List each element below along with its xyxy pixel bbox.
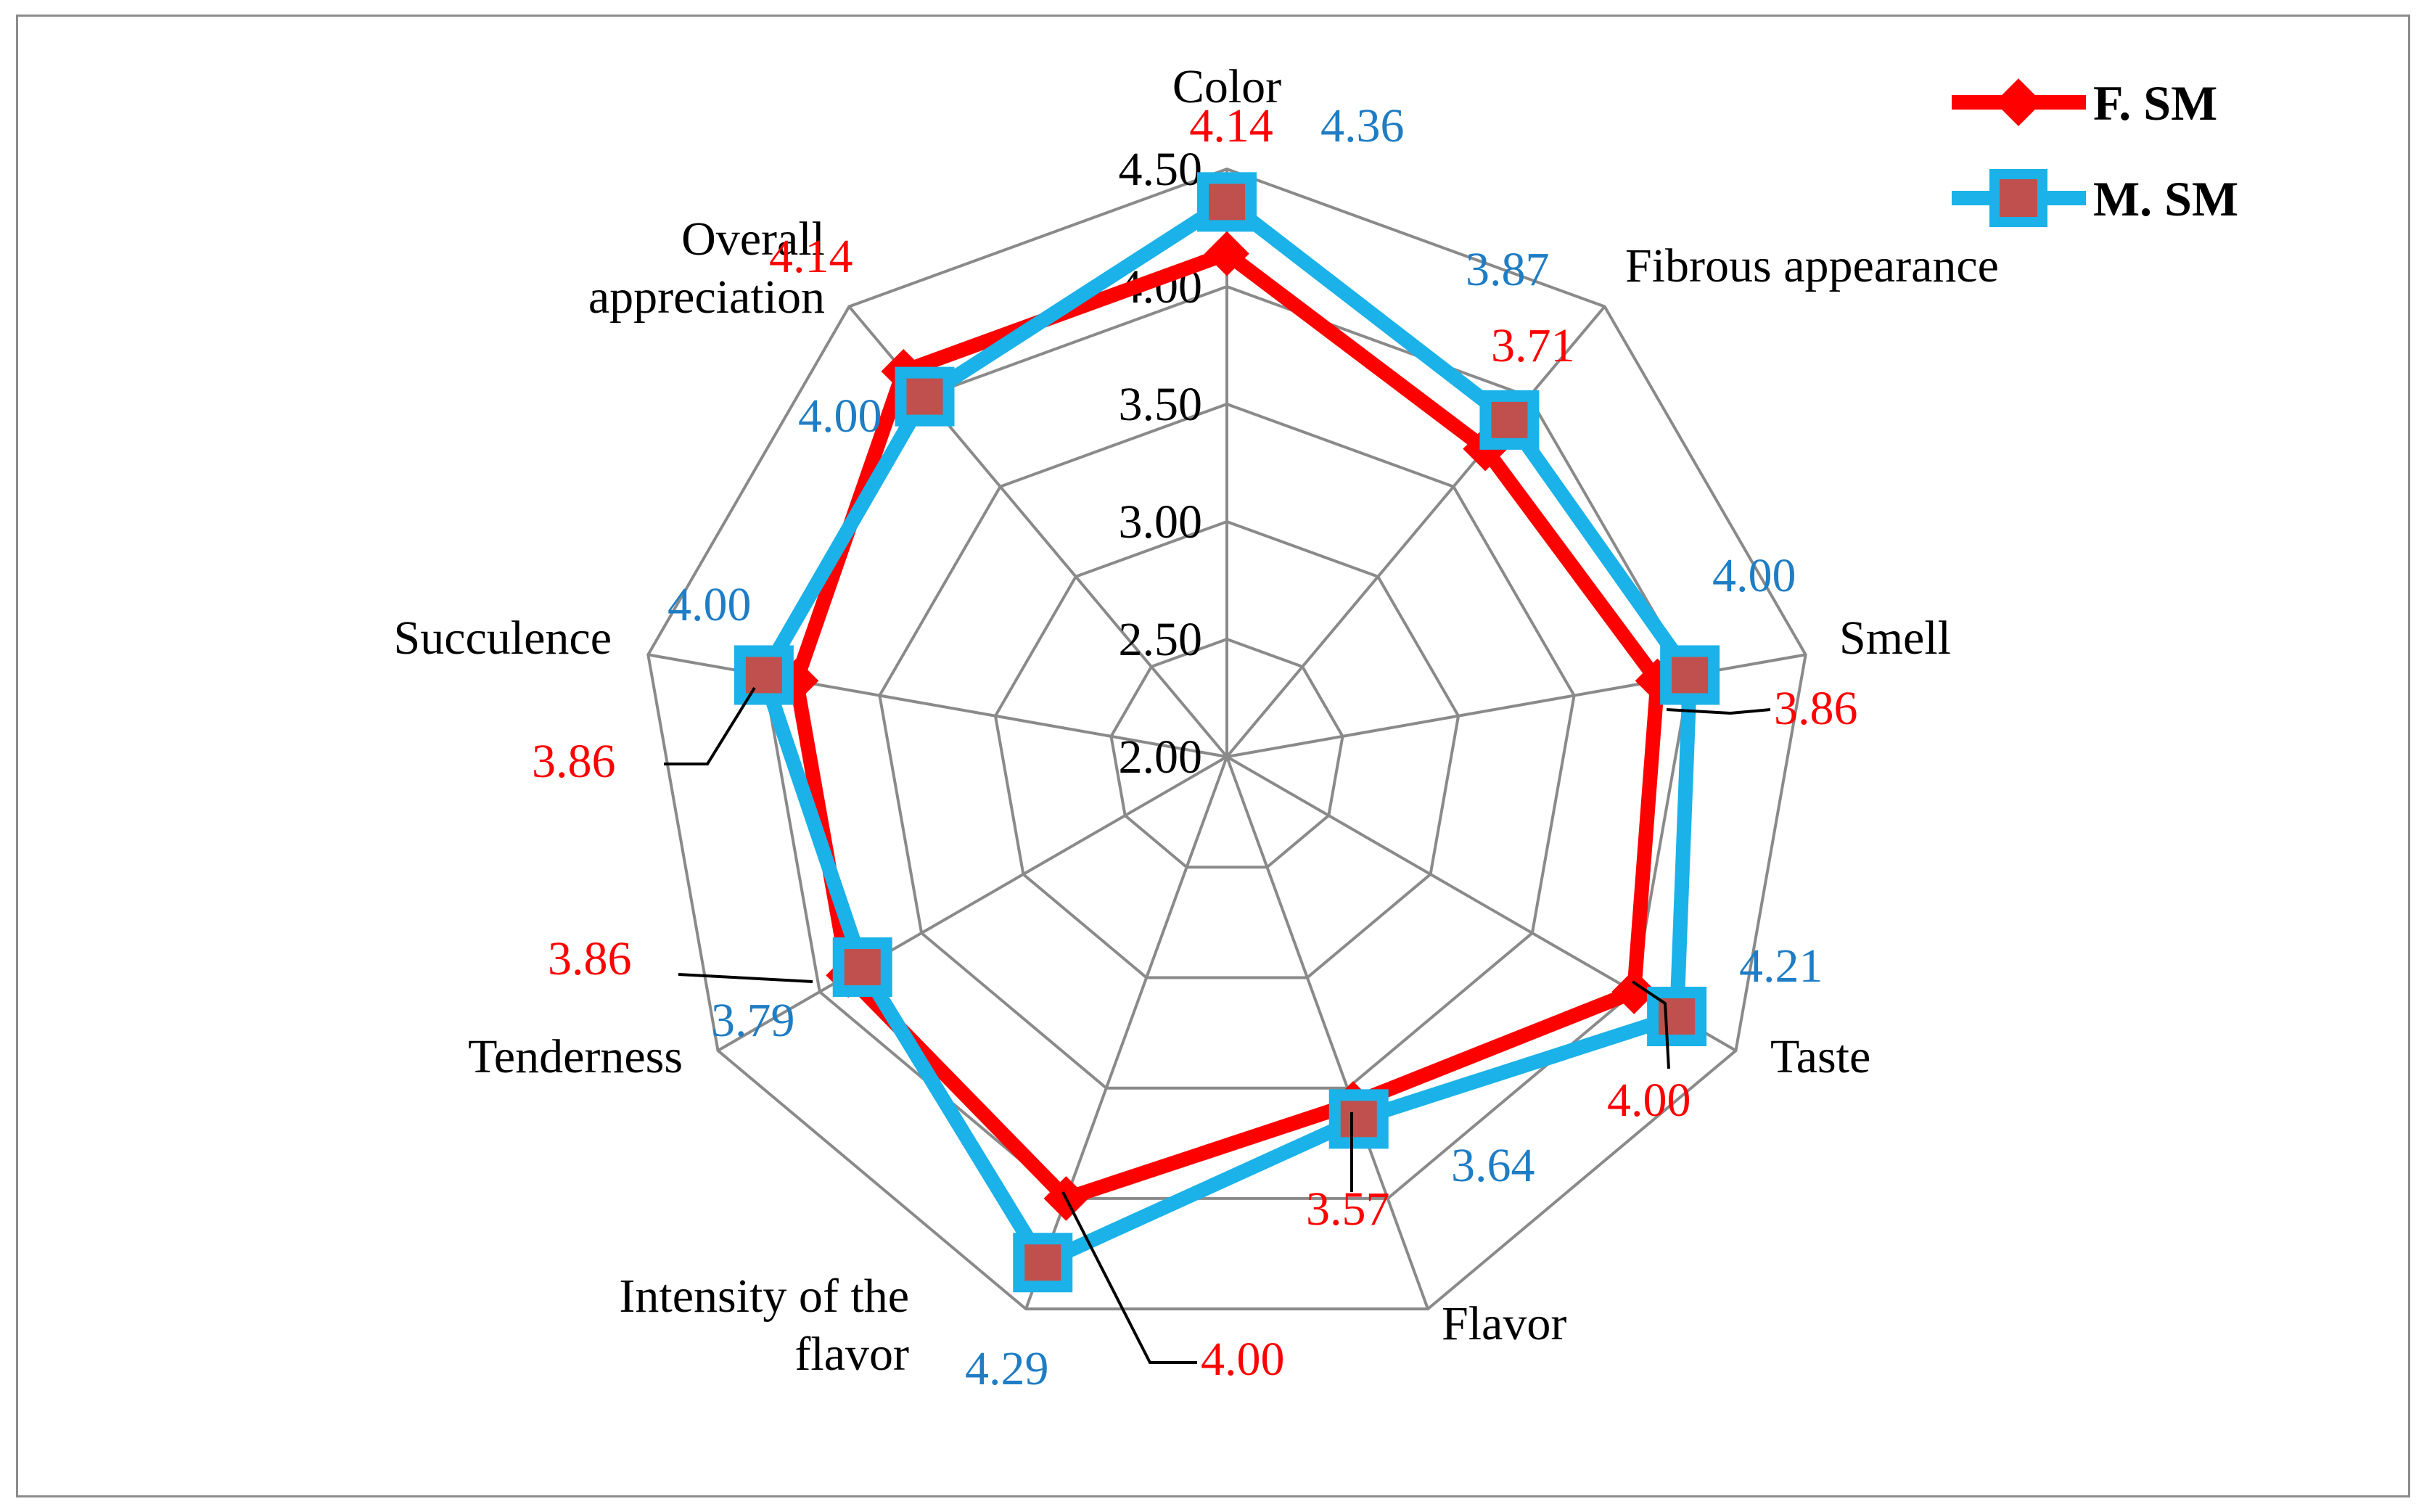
- leader-line: [1631, 980, 1670, 1069]
- series-line-m-sm: [755, 193, 1698, 1272]
- leader-line: [678, 973, 813, 983]
- data-label-f-sm: 3.71: [1491, 319, 1575, 372]
- legend-label-m-sm: M. SM: [2093, 171, 2238, 226]
- grid-ring-2: [993, 519, 1461, 979]
- point-m-sm: [1479, 390, 1540, 450]
- data-label-m-sm: 4.36: [1320, 99, 1405, 152]
- legend-marker-f-sm: [1995, 78, 2042, 126]
- data-label-f-sm: 4.14: [1189, 99, 1273, 152]
- tick-label: 2.50: [1119, 613, 1203, 666]
- point-m-sm: [734, 645, 794, 705]
- data-label-f-sm: 3.86: [1774, 682, 1858, 735]
- data-label-m-sm: 4.00: [667, 578, 752, 631]
- data-label-f-sm: 4.00: [1607, 1074, 1691, 1127]
- category-label-line: Tenderness: [468, 1030, 683, 1083]
- value-labels-f-sm: 4.14 3.71 3.86 4.00 3.57 4.00 3.86 3.86 4.14: [532, 99, 1858, 1386]
- category-label-line: Smell: [1839, 612, 1951, 665]
- category-label-intensity-of-the-flavor: Intensity of the flavor: [619, 1270, 909, 1381]
- category-label-tenderness: Tenderness: [468, 1030, 683, 1083]
- data-label-f-sm: 3.86: [548, 932, 632, 985]
- category-label-line: flavor: [794, 1328, 909, 1381]
- grid-ring-3: [878, 402, 1576, 1090]
- radar-chart: 2.00 2.50 3.00 3.50 4.00 4.50 Color Fibrous app…: [393, 60, 2238, 1395]
- grid-spoke-1: [1225, 305, 1606, 758]
- value-labels-m-sm: 4.36 3.87 4.00 4.21 3.64 4.29 3.79 4.00 4.00: [667, 99, 1823, 1395]
- legend: F. SM M. SM: [1952, 75, 2238, 227]
- data-label-f-sm: 3.86: [532, 735, 616, 788]
- tick-label: 3.00: [1119, 496, 1203, 548]
- point-m-sm: [1328, 1089, 1389, 1149]
- category-label-line: Taste: [1770, 1030, 1870, 1083]
- grid-spoke-5: [1024, 756, 1228, 1310]
- chart-frame: 2.00 2.50 3.00 3.50 4.00 4.50 Color Fibrous app…: [16, 15, 2410, 1497]
- point-f-sm: [1204, 231, 1249, 276]
- data-label-m-sm: 4.21: [1739, 940, 1823, 993]
- point-m-sm: [895, 366, 955, 427]
- data-label-f-sm: 3.57: [1306, 1183, 1390, 1236]
- grid-ring-5: [646, 167, 1807, 1311]
- category-label-taste: Taste: [1770, 1030, 1870, 1083]
- grid-spoke-6: [717, 755, 1228, 1052]
- data-label-f-sm: 4.00: [1201, 1333, 1285, 1386]
- point-m-sm: [832, 937, 892, 997]
- category-label-line: Fibrous appearance: [1625, 239, 1999, 292]
- data-label-f-sm: 4.14: [769, 230, 853, 283]
- leader-line: [664, 686, 756, 765]
- category-label-line: Succulence: [393, 612, 612, 665]
- category-label-line: Flavor: [1442, 1297, 1566, 1350]
- grid-ring-1: [1109, 637, 1344, 869]
- data-label-m-sm: 3.64: [1451, 1139, 1535, 1192]
- legend-label-f-sm: F. SM: [2093, 75, 2217, 131]
- category-label-flavor: Flavor: [1442, 1297, 1566, 1350]
- category-label-line: appreciation: [588, 271, 825, 324]
- data-label-m-sm: 4.00: [1712, 549, 1796, 602]
- category-label-color: Color: [1172, 60, 1281, 113]
- leader-line: [1666, 708, 1771, 715]
- leader-lines: [664, 686, 1771, 1364]
- category-label-fibrous-appearance: Fibrous appearance: [1625, 239, 1999, 292]
- tick-label: 3.50: [1119, 378, 1203, 431]
- tick-label: 2.00: [1119, 731, 1203, 784]
- data-label-m-sm: 3.79: [711, 994, 795, 1047]
- leader-line: [1061, 1191, 1197, 1364]
- category-label-line: Color: [1172, 60, 1281, 113]
- data-label-m-sm: 4.29: [965, 1342, 1049, 1395]
- grid-spoke-4: [1225, 756, 1429, 1310]
- category-label-succulence: Succulence: [393, 612, 612, 665]
- data-label-m-sm: 3.87: [1466, 243, 1550, 296]
- category-labels: Color Fibrous appearance Smell Taste Flavor I…: [393, 60, 1998, 1381]
- category-label-line: Intensity of the: [619, 1270, 909, 1323]
- data-label-m-sm: 4.00: [798, 390, 882, 443]
- category-label-overall-appreciation: Overall appreciation: [588, 213, 825, 324]
- point-m-sm: [1013, 1233, 1073, 1293]
- category-label-line: Overall: [681, 213, 825, 266]
- point-m-sm: [1660, 645, 1720, 705]
- point-m-sm: [1197, 172, 1257, 232]
- category-label-smell: Smell: [1839, 612, 1951, 665]
- tick-label: 4.50: [1119, 143, 1203, 196]
- point-f-sm: [1611, 969, 1657, 1014]
- legend-marker-m-sm: [1989, 169, 2047, 227]
